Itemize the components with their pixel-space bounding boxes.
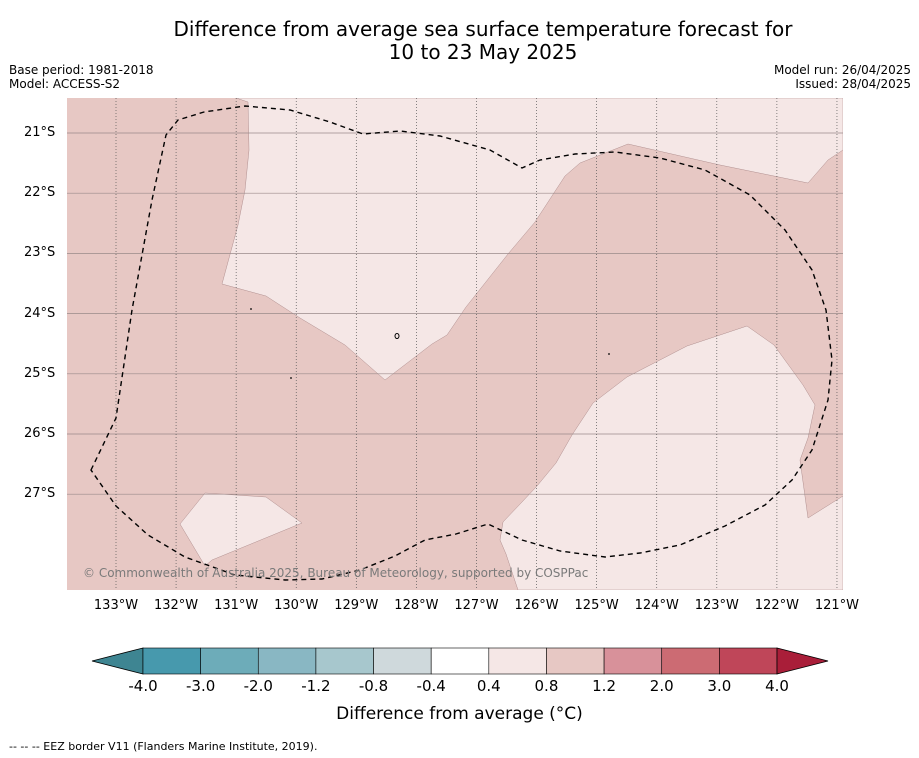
longitude-label: 130°W: [274, 598, 319, 613]
colorbar-segment: [546, 647, 605, 675]
colorbar-tick-label: -1.2: [301, 677, 331, 695]
eez-footnote: -- -- -- EEZ border V11 (Flanders Marine…: [9, 740, 318, 753]
latitude-label: 26°S: [24, 426, 56, 441]
colorbar-tick-label: -2.0: [243, 677, 273, 695]
colorbar-segment: [719, 647, 778, 675]
meta-right: Model run: 26/04/2025 Issued: 28/04/2025: [774, 63, 911, 91]
island-marker: [394, 333, 400, 339]
latitude-label: 22°S: [24, 185, 56, 201]
longitude-label: 133°W: [93, 598, 139, 613]
colorbar-tick-label: 0.4: [476, 677, 501, 695]
anomaly-region-0-4-to-0-8-southeast: [499, 325, 843, 590]
island-marker: [608, 353, 610, 355]
colorbar-segment: [200, 647, 259, 675]
longitude-label: 123°W: [694, 598, 739, 613]
colorbar-title: Difference from average (°C): [336, 704, 583, 724]
title-line-1: Difference from average sea surface temp…: [173, 17, 793, 41]
colorbar-segment: [661, 647, 720, 675]
title-line-2: 10 to 23 May 2025: [388, 40, 578, 64]
latitude-label: 21°S: [24, 125, 56, 140]
colorbar-tick-label: 2.0: [649, 677, 674, 695]
longitude-label: 121°W: [814, 598, 860, 613]
colorbar-tick-label: -4.0: [128, 677, 158, 695]
longitude-label: 131°W: [214, 598, 259, 613]
longitude-label: 124°W: [634, 598, 679, 613]
anomaly-region-0-4-to-0-8-southwest: [179, 492, 303, 567]
colorbar-tick-label: 1.2: [592, 677, 616, 695]
map-plot-area: [67, 98, 843, 590]
model-text: Model: ACCESS-S2: [9, 77, 121, 91]
chart-title: Difference from average sea surface temp…: [0, 18, 919, 64]
colorbar-segment: [603, 647, 663, 675]
colorbar-tick-label: 4.0: [765, 677, 789, 695]
longitude-label: 127°W: [454, 598, 499, 613]
colorbar-tick-label: -0.8: [358, 677, 389, 695]
island-marker: [250, 308, 252, 310]
colorbar-under-arrow: [91, 647, 144, 675]
meta-left: Base period: 1981-2018 Model: ACCESS-S2: [9, 63, 154, 91]
colorbar-segment: [488, 647, 547, 675]
colorbar-segment: [142, 647, 201, 675]
island-marker: [290, 377, 292, 379]
colorbar-tick-label: -0.4: [416, 677, 446, 695]
colorbar-tick-label: -3.0: [185, 677, 216, 695]
longitude-label: 132°W: [153, 598, 199, 613]
latitude-label: 23°S: [24, 245, 56, 261]
colorbar-segment: [430, 647, 490, 675]
longitude-label: 128°W: [394, 598, 439, 613]
colorbar-segment: [257, 647, 317, 675]
colorbar-segment: [315, 647, 374, 675]
colorbar-tick-label: 0.8: [534, 677, 559, 695]
colorbar: [91, 647, 829, 675]
graticule: [67, 98, 843, 590]
latitude-label: 27°S: [24, 486, 56, 502]
base-period-text: Base period: 1981-2018: [9, 63, 154, 77]
longitude-label: 126°W: [514, 598, 559, 613]
issued-text: Issued: 28/04/2025: [795, 77, 911, 91]
latitude-label: 24°S: [24, 305, 56, 321]
longitude-label: 122°W: [754, 598, 799, 613]
colorbar-segment: [373, 647, 432, 675]
eez-border: [90, 105, 833, 581]
longitude-label: 125°W: [574, 598, 619, 613]
anomaly-region-0-4-to-0-8-north: [221, 98, 843, 381]
latitude-label: 25°S: [24, 365, 56, 381]
copyright-notice: © Commonwealth of Australia 2025, Bureau…: [83, 566, 589, 580]
colorbar-tick-label: 3.0: [707, 677, 732, 695]
colorbar-over-arrow: [776, 647, 829, 675]
model-run-text: Model run: 26/04/2025: [773, 63, 911, 77]
longitude-label: 129°W: [334, 598, 379, 613]
